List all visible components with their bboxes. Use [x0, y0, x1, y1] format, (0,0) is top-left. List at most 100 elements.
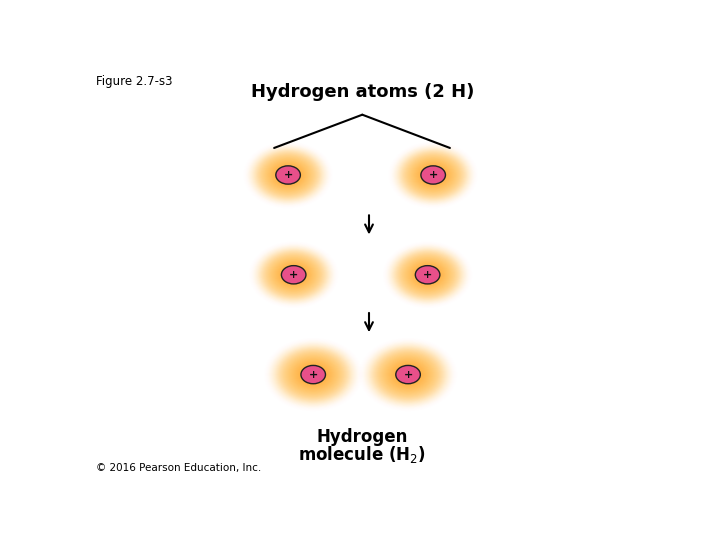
Circle shape [273, 345, 354, 404]
Text: Hydrogen atoms (2 H): Hydrogen atoms (2 H) [251, 83, 474, 101]
Circle shape [395, 251, 459, 299]
Circle shape [263, 156, 314, 194]
Circle shape [268, 160, 308, 190]
Circle shape [261, 154, 315, 195]
Circle shape [389, 246, 466, 303]
Circle shape [400, 369, 416, 381]
Circle shape [411, 262, 444, 287]
Circle shape [411, 159, 455, 191]
Text: +: + [403, 369, 413, 380]
Circle shape [400, 151, 466, 200]
Circle shape [283, 267, 305, 283]
Circle shape [393, 249, 462, 301]
Circle shape [417, 267, 438, 283]
Circle shape [293, 274, 294, 275]
Circle shape [278, 263, 309, 286]
Circle shape [285, 354, 341, 396]
Circle shape [254, 246, 333, 304]
Circle shape [281, 170, 295, 180]
Circle shape [396, 366, 420, 384]
Circle shape [258, 152, 318, 198]
Circle shape [372, 348, 444, 402]
Circle shape [418, 267, 438, 282]
Circle shape [430, 172, 437, 178]
Circle shape [291, 273, 297, 277]
Circle shape [308, 371, 318, 379]
Circle shape [385, 357, 431, 392]
Circle shape [275, 346, 351, 403]
Circle shape [290, 357, 336, 392]
Circle shape [278, 348, 348, 401]
Circle shape [297, 362, 329, 387]
Circle shape [401, 255, 454, 294]
Circle shape [289, 356, 338, 393]
Circle shape [264, 157, 312, 193]
Circle shape [404, 153, 462, 197]
Circle shape [271, 259, 315, 291]
Circle shape [266, 159, 310, 191]
Circle shape [284, 267, 304, 282]
Circle shape [280, 265, 307, 285]
Circle shape [409, 261, 446, 288]
Circle shape [408, 157, 458, 193]
Circle shape [408, 156, 459, 194]
Circle shape [426, 170, 441, 180]
Circle shape [302, 366, 324, 383]
Circle shape [403, 152, 464, 198]
Circle shape [312, 374, 314, 375]
Circle shape [303, 367, 323, 382]
Circle shape [431, 174, 435, 177]
Circle shape [386, 358, 431, 391]
Circle shape [407, 374, 409, 375]
Circle shape [391, 362, 426, 387]
Circle shape [305, 369, 321, 381]
Circle shape [373, 348, 444, 401]
Circle shape [257, 247, 330, 302]
Circle shape [277, 348, 349, 402]
Circle shape [265, 158, 311, 192]
Text: +: + [289, 270, 298, 280]
Circle shape [383, 356, 433, 393]
Circle shape [421, 166, 446, 184]
Text: +: + [284, 170, 293, 180]
Circle shape [424, 272, 431, 278]
Circle shape [255, 246, 332, 303]
Circle shape [420, 165, 446, 185]
Circle shape [251, 147, 325, 203]
Circle shape [425, 273, 431, 277]
Circle shape [408, 260, 448, 290]
Circle shape [398, 149, 468, 201]
Circle shape [381, 354, 435, 395]
Circle shape [281, 265, 307, 285]
Circle shape [407, 259, 449, 291]
Circle shape [365, 342, 451, 407]
Circle shape [273, 164, 304, 187]
Circle shape [415, 266, 440, 284]
Circle shape [412, 159, 454, 191]
Circle shape [263, 252, 325, 298]
Circle shape [273, 259, 315, 291]
Circle shape [422, 271, 433, 279]
Circle shape [311, 373, 315, 376]
Circle shape [426, 273, 429, 276]
Circle shape [377, 352, 439, 398]
Circle shape [300, 365, 326, 384]
Circle shape [410, 157, 457, 193]
Text: +: + [423, 270, 432, 280]
Circle shape [387, 359, 429, 390]
Circle shape [410, 158, 456, 192]
Circle shape [264, 157, 312, 193]
Circle shape [288, 271, 300, 279]
Circle shape [275, 165, 301, 185]
Circle shape [401, 151, 465, 199]
Circle shape [380, 354, 436, 396]
Circle shape [291, 358, 336, 391]
Circle shape [378, 352, 438, 397]
Circle shape [403, 371, 413, 379]
Circle shape [415, 162, 451, 188]
Circle shape [284, 172, 292, 178]
Circle shape [402, 152, 464, 198]
Circle shape [272, 344, 354, 406]
Text: +: + [309, 369, 318, 380]
Circle shape [410, 262, 445, 288]
